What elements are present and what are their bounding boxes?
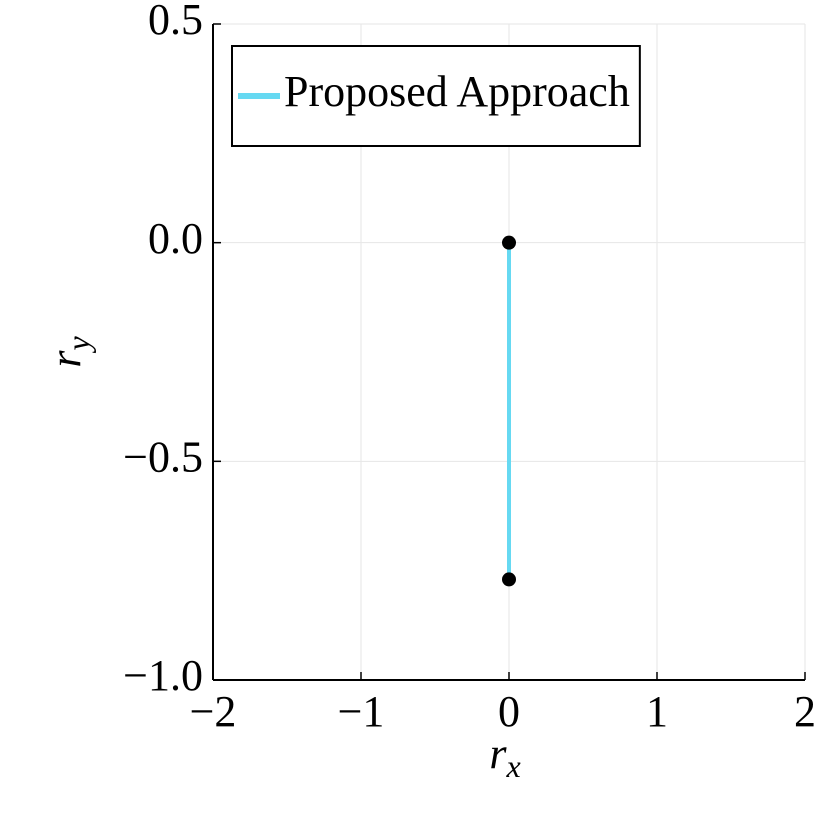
point-marker [502, 235, 516, 250]
legend-box [231, 45, 641, 147]
y-axis-label-base: r [41, 350, 90, 368]
x-tick-label: 2 [794, 687, 816, 736]
y-tick-label: 0.0 [148, 214, 203, 263]
x-axis-label-sub: x [505, 748, 520, 784]
x-tick-label: −1 [338, 687, 385, 736]
point-marker [502, 572, 516, 587]
x-tick-label: 1 [646, 687, 668, 736]
y-axis-label-sub: y [60, 336, 96, 354]
y-tick-label: −0.5 [123, 432, 203, 481]
y-tick-label: −1.0 [123, 651, 203, 700]
x-axis-label: rx [489, 729, 520, 784]
legend-label: Proposed Approach [284, 67, 630, 116]
x-tick-label: −2 [190, 687, 237, 736]
y-tick-label: 0.5 [148, 0, 203, 44]
x-axis-label-base: r [489, 729, 507, 778]
x-tick-label: 0 [498, 687, 520, 736]
y-axis-label: ry [41, 336, 96, 368]
